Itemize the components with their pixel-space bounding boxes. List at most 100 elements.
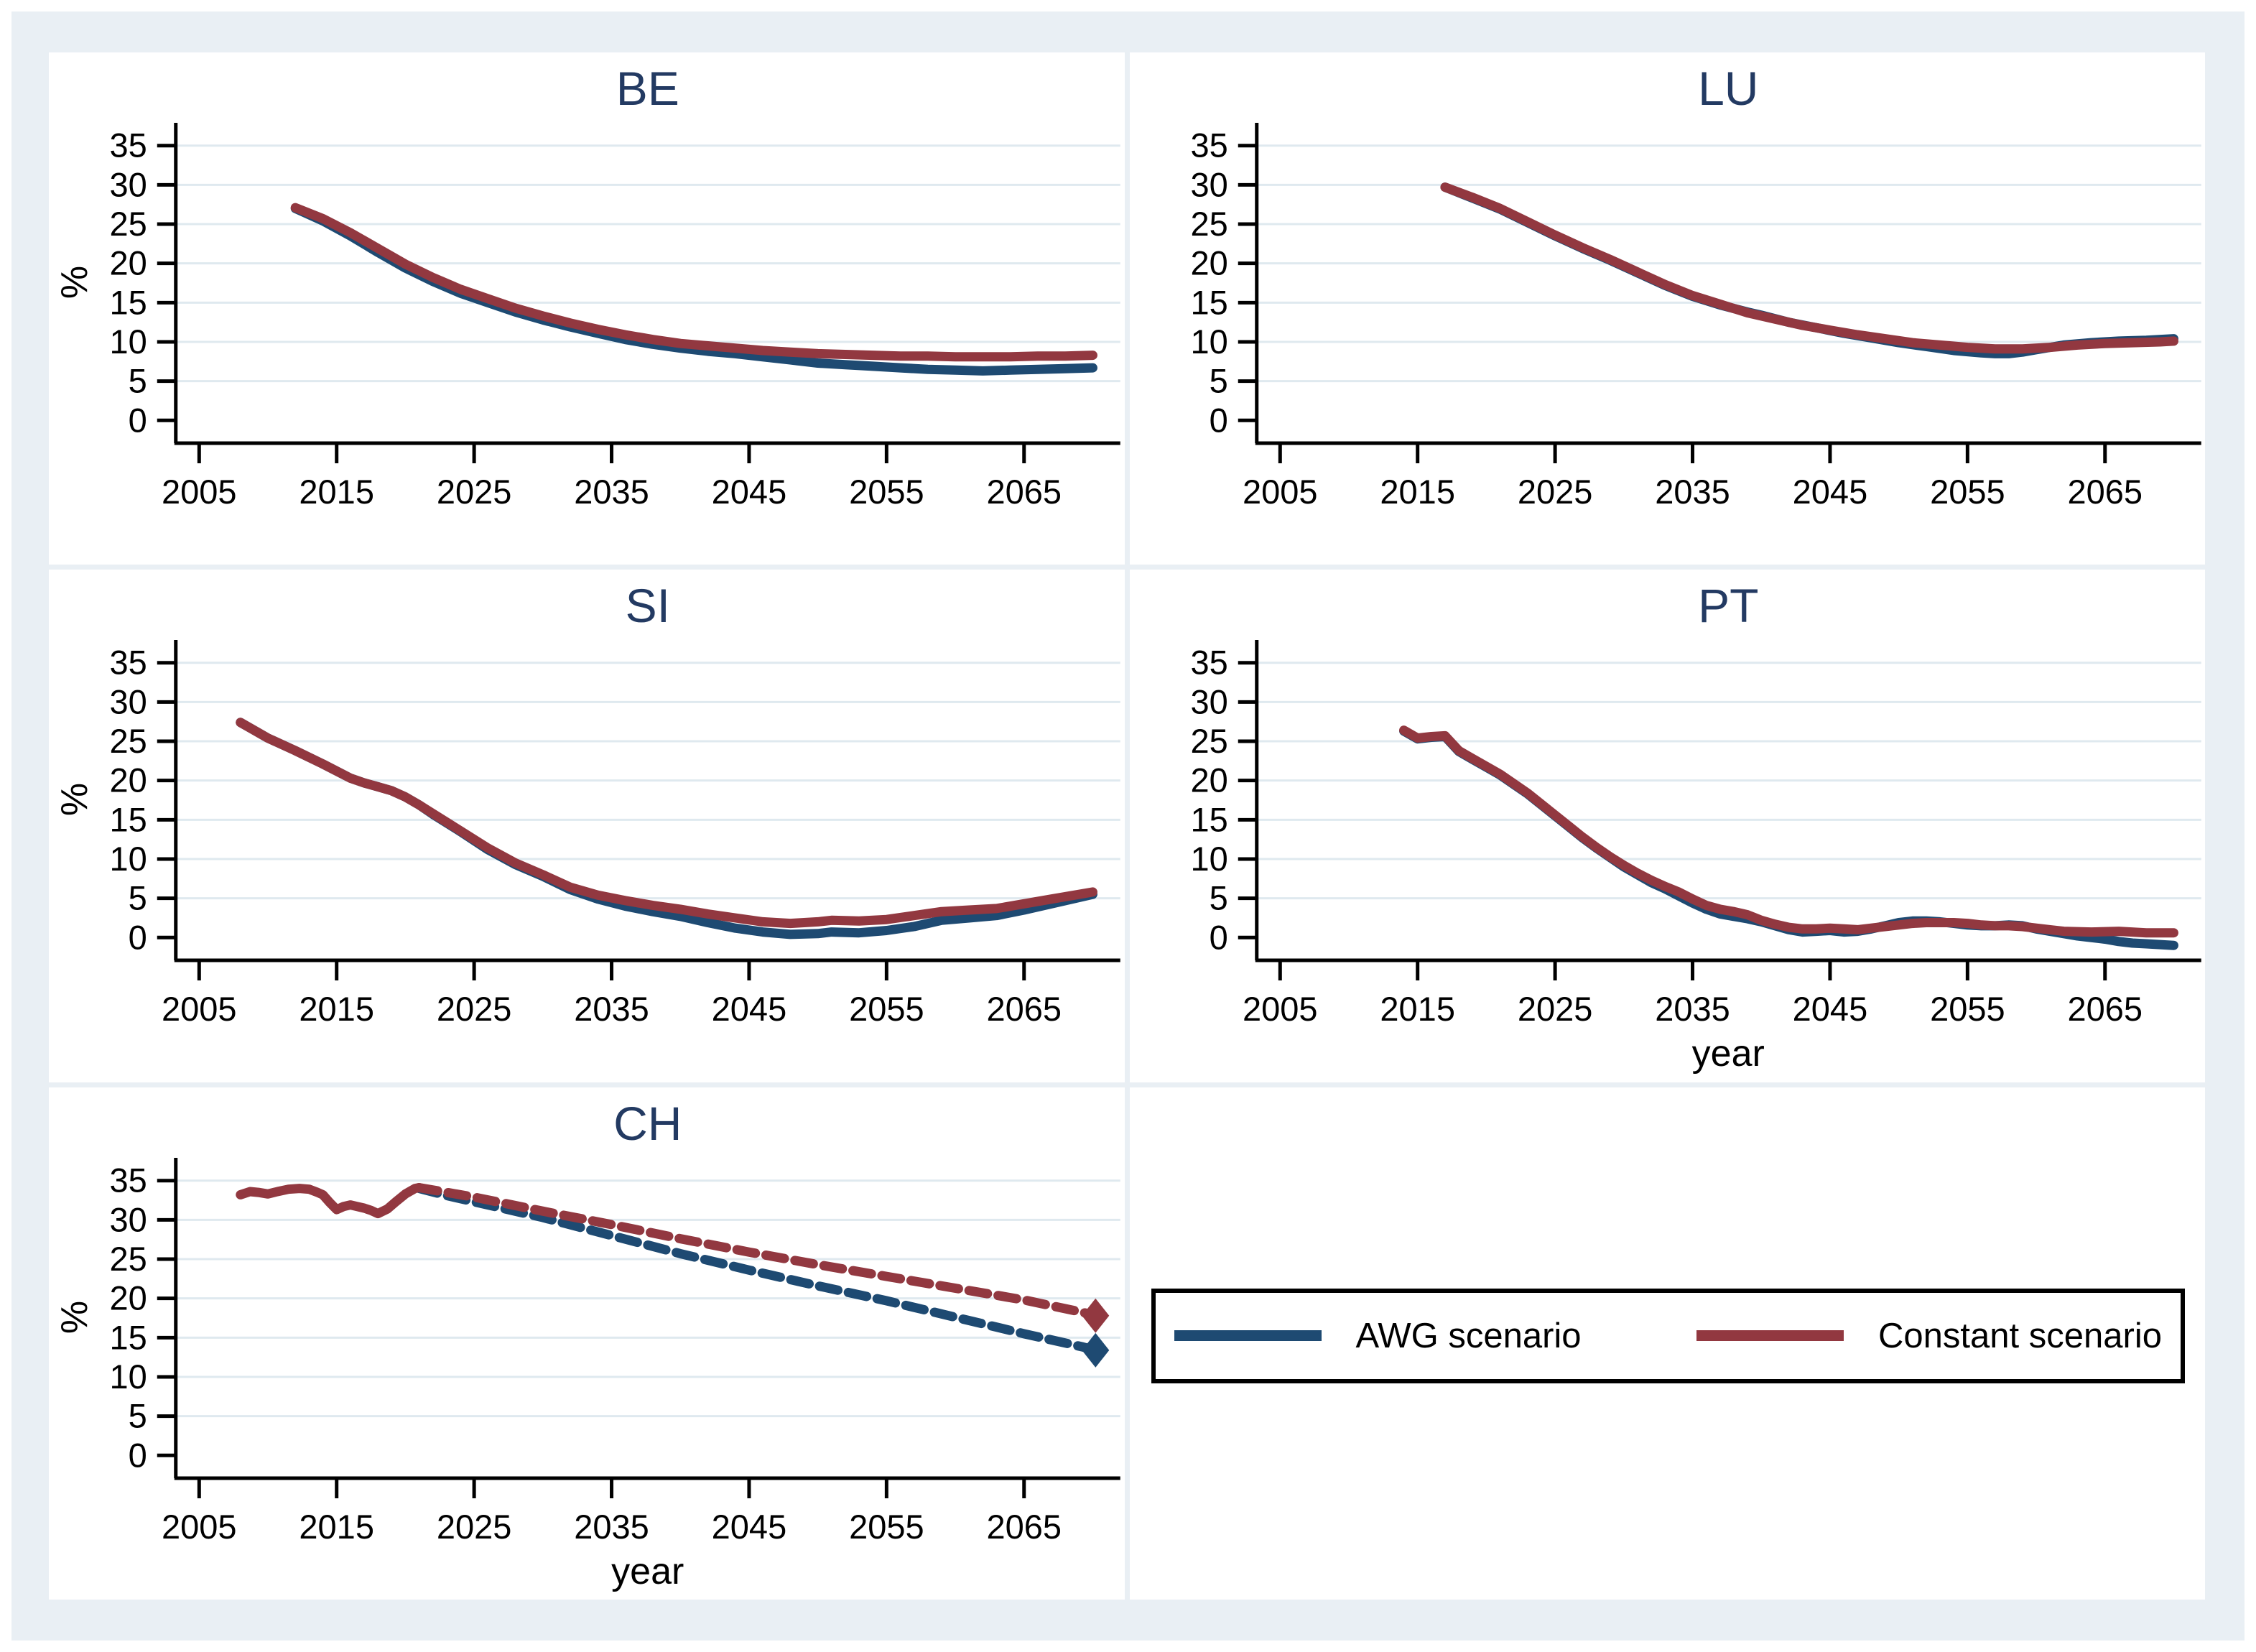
x-tick-label: 2015: [299, 473, 374, 511]
x-tick-label: 2035: [574, 1508, 649, 1546]
y-tick-label: 25: [109, 1240, 147, 1278]
y-tick-label: 10: [1190, 322, 1227, 361]
x-tick-label: 2045: [1792, 990, 1867, 1028]
x-tick-label: 2045: [712, 990, 787, 1028]
x-tick-label: 2015: [1380, 473, 1455, 511]
x-tick-label: 2045: [1792, 473, 1867, 511]
y-tick-label: 5: [1209, 362, 1227, 400]
y-tick-label: 5: [129, 879, 147, 917]
series-awg-projection: [414, 1183, 1100, 1355]
y-tick-label: 10: [109, 1358, 147, 1396]
x-tick-label: 2035: [574, 473, 649, 511]
y-tick-label: 20: [109, 761, 147, 799]
x-tick-label: 2065: [986, 1508, 1062, 1546]
y-tick-label: 20: [109, 244, 147, 282]
y-tick-label: 35: [109, 126, 147, 164]
x-tick-label: 2055: [849, 990, 924, 1028]
panel-lu-title: LU: [1698, 62, 1759, 115]
panel-be-title: BE: [616, 62, 679, 115]
y-tick-label: 0: [1209, 401, 1227, 439]
panel-be: BE % 0 5 10 15 20 25 30 35 2005 2015 2025 2035 2045 2…: [49, 52, 1125, 565]
legend-box: AWG scenario Constant scenario: [1151, 1288, 2185, 1383]
x-tick-label: 2005: [1243, 990, 1318, 1028]
figure-canvas: BE % 0 5 10 15 20 25 30 35 2005 2015 2025 2035 2045 2…: [11, 11, 2245, 1641]
panel-grid: BE % 0 5 10 15 20 25 30 35 2005 2015 2025 2035 2045 2…: [49, 52, 2205, 1600]
x-tick-label: 2055: [849, 473, 924, 511]
series-constant-endpoint-diamond: [1082, 1298, 1110, 1333]
y-tick-label: 30: [109, 683, 147, 721]
x-tick-label: 2065: [2067, 473, 2143, 511]
x-tick-label: 2015: [299, 1508, 374, 1546]
y-tick-label: 35: [1190, 126, 1227, 164]
x-tick-label: 2055: [849, 1508, 924, 1546]
constant-line-swatch: [1696, 1330, 1844, 1342]
y-tick-label: 30: [1190, 683, 1227, 721]
y-tick-label: 0: [129, 401, 147, 439]
y-tick-label: 10: [109, 840, 147, 878]
y-tick-label: 5: [1209, 879, 1227, 917]
series-awg: [236, 718, 1097, 939]
series-constant: [236, 718, 1097, 929]
series-constant-projection: [414, 1182, 1100, 1320]
panel-si: SI % 0 5 10 15 20 25 30 35 2005 2015 2025 2035 2045 2…: [49, 570, 1125, 1082]
y-tick-label: 15: [109, 283, 147, 321]
x-tick-label: 2065: [986, 473, 1062, 511]
x-tick-label: 2045: [712, 1508, 787, 1546]
x-tick-label: 2015: [1380, 990, 1455, 1028]
panel-be-y-axis-label: %: [54, 265, 96, 300]
panel-si-title: SI: [625, 579, 670, 633]
awg-line-swatch: [1174, 1330, 1322, 1342]
x-tick-label: 2035: [574, 990, 649, 1028]
panel-pt-title: PT: [1698, 579, 1759, 633]
x-tick-label: 2025: [1517, 990, 1592, 1028]
panel-lu-x-axis-label: [1130, 515, 2206, 562]
x-tick-label: 2045: [712, 473, 787, 511]
panel-lu: LU 0 5 10 15 20 25 30 35 2005 2015 2025 2035 2045 205…: [1129, 52, 2206, 565]
y-tick-label: 30: [1190, 165, 1227, 203]
y-tick-label: 25: [109, 205, 147, 243]
x-tick-label: 2025: [1517, 473, 1592, 511]
y-tick-label: 30: [109, 1200, 147, 1238]
panel-ch: CH % 0 5 10 15 20 25 30 35 2005 2015 2025 2035 2045 2…: [49, 1087, 1125, 1600]
legend-entry-constant: Constant scenario: [1696, 1316, 2162, 1356]
x-tick-label: 2005: [162, 1508, 237, 1546]
legend-label-awg: AWG scenario: [1355, 1316, 1582, 1355]
x-tick-label: 2005: [162, 473, 237, 511]
series-constant: [1398, 725, 2178, 938]
x-tick-label: 2055: [1930, 473, 2005, 511]
y-tick-label: 30: [109, 165, 147, 203]
y-tick-label: 35: [1190, 644, 1227, 682]
y-tick-label: 20: [1190, 761, 1227, 799]
y-tick-label: 0: [129, 919, 147, 957]
y-tick-label: 0: [129, 1436, 147, 1474]
y-tick-label: 20: [1190, 244, 1227, 282]
legend-cell: AWG scenario Constant scenario: [1129, 1087, 2205, 1600]
panel-ch-x-axis-label: year: [611, 1550, 684, 1592]
x-tick-label: 2035: [1655, 473, 1730, 511]
y-tick-label: 35: [109, 644, 147, 682]
legend-label-constant: Constant scenario: [1878, 1316, 2162, 1355]
series-awg: [1398, 726, 2178, 951]
panel-ch-y-axis-label: %: [54, 1300, 96, 1334]
panel-pt: PT 0 5 10 15 20 25 30 35 2005 2015 2025 2035 2045 205…: [1129, 570, 2205, 1082]
panel-si-y-axis-label: %: [54, 783, 96, 817]
y-tick-label: 15: [1190, 801, 1227, 839]
x-tick-label: 2065: [986, 990, 1062, 1028]
y-tick-label: 20: [109, 1279, 147, 1317]
panel-be-x-axis-label: [49, 515, 1125, 562]
y-tick-label: 15: [109, 801, 147, 839]
x-tick-label: 2005: [162, 990, 237, 1028]
x-tick-label: 2025: [437, 1508, 512, 1546]
x-tick-label: 2055: [1930, 990, 2005, 1028]
legend-entry-awg: AWG scenario: [1174, 1316, 1582, 1356]
series-constant: [1439, 182, 2178, 354]
y-tick-label: 15: [1190, 283, 1227, 321]
panel-si-x-axis-label: [49, 1032, 1125, 1080]
y-tick-label: 5: [129, 1396, 147, 1434]
x-tick-label: 2005: [1243, 473, 1318, 511]
series-constant: [290, 203, 1097, 362]
